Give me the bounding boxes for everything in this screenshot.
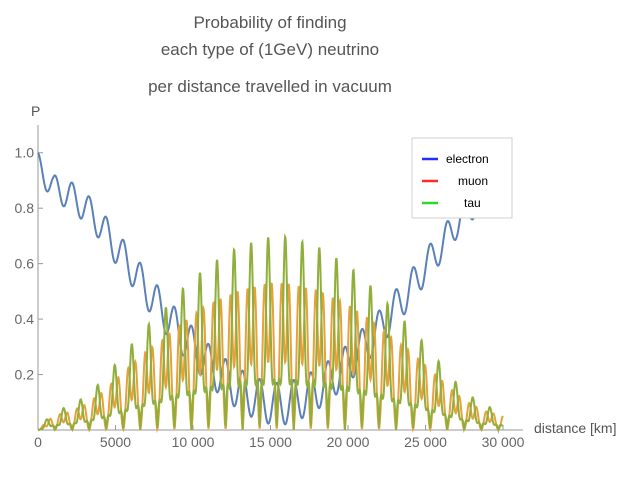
legend-box xyxy=(411,137,513,219)
x-tick-label: 0 xyxy=(34,434,42,450)
x-tick-label: 5000 xyxy=(100,434,131,450)
x-axis-label: distance [km] xyxy=(534,420,616,436)
y-tick-label: 0.6 xyxy=(15,256,35,272)
x-tick-label: 30 000 xyxy=(482,434,525,450)
series-line-electron xyxy=(37,152,504,426)
x-tick-label: 15 000 xyxy=(249,434,292,450)
x-tick-label: 10 000 xyxy=(172,434,215,450)
y-tick-label: 0.8 xyxy=(15,200,35,216)
y-axis-label: P xyxy=(31,103,40,119)
y-tick-label: 0.2 xyxy=(15,367,35,383)
legend-label-electron: electron xyxy=(446,152,489,166)
series-line-tau xyxy=(37,233,504,434)
title-line-1: Probability of finding xyxy=(193,13,346,32)
title-line-3: per distance travelled in vacuum xyxy=(148,77,392,96)
title-line-2: each type of (1GeV) neutrino xyxy=(161,40,379,59)
axes: 0 5000 10 000 15 000 20 000 25 000 30 000 0.2 0.… xyxy=(15,125,525,450)
x-tick-label: 25 000 xyxy=(404,434,447,450)
legend-label-muon: muon xyxy=(458,174,488,188)
y-tick-label: 1.0 xyxy=(15,145,35,161)
x-tick-label: 20 000 xyxy=(327,434,370,450)
legend-label-tau: tau xyxy=(464,196,481,210)
plot-lines xyxy=(37,152,504,434)
chart-title: Probability of finding each type of (1Ge… xyxy=(148,13,392,96)
y-tick-label: 0.4 xyxy=(15,311,35,327)
legend: electron muon tau xyxy=(411,137,513,219)
